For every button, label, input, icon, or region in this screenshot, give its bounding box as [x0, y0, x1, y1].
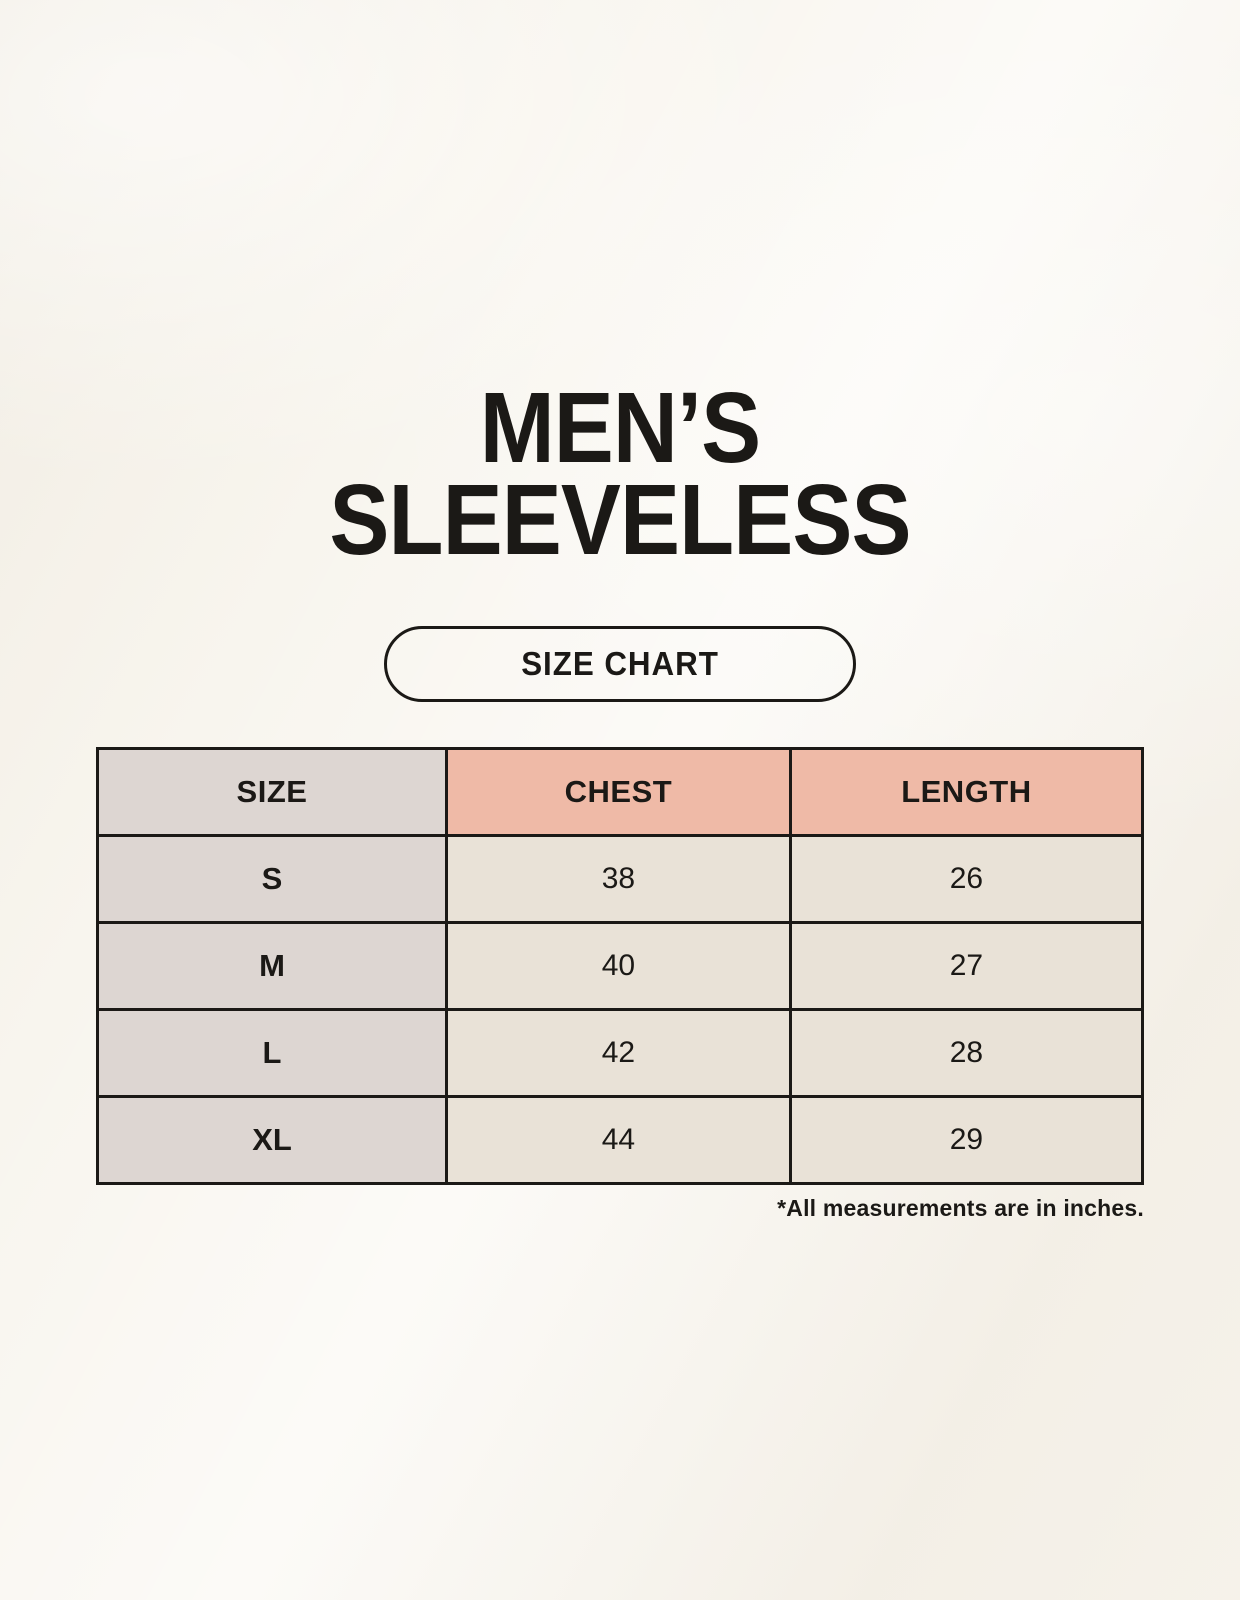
- title-line-2: SLEEVELESS: [329, 464, 911, 576]
- size-cell: XL: [95, 1095, 449, 1185]
- table-row: L 42 28: [95, 1008, 1145, 1098]
- size-cell: S: [95, 834, 449, 924]
- column-header-size: SIZE: [95, 747, 449, 837]
- table-row: XL 44 29: [95, 1095, 1145, 1185]
- size-chart-button[interactable]: SIZE CHART: [384, 626, 856, 702]
- table-row: M 40 27: [95, 921, 1145, 1011]
- chest-cell: 38: [445, 834, 792, 924]
- table-header-row: SIZE CHEST LENGTH: [95, 747, 1145, 837]
- measurements-footnote: *All measurements are in inches.: [777, 1195, 1144, 1221]
- table-row: S 38 26: [95, 834, 1145, 924]
- chest-cell: 44: [445, 1095, 792, 1185]
- size-chart-button-label: SIZE CHART: [521, 645, 719, 682]
- chest-cell: 42: [445, 1008, 792, 1098]
- size-table: SIZE CHEST LENGTH S 38 26 M 40 27 L 42 2…: [95, 747, 1145, 1185]
- length-cell: 26: [788, 834, 1145, 924]
- size-cell: L: [95, 1008, 449, 1098]
- column-header-chest: CHEST: [445, 747, 792, 837]
- page-title: MEN’S SLEEVELESS: [0, 0, 1240, 576]
- column-header-length: LENGTH: [788, 747, 1145, 837]
- length-cell: 28: [788, 1008, 1145, 1098]
- title-line-1: MEN’S: [479, 372, 761, 484]
- length-cell: 29: [788, 1095, 1145, 1185]
- length-cell: 27: [788, 921, 1145, 1011]
- size-cell: M: [95, 921, 449, 1011]
- chest-cell: 40: [445, 921, 792, 1011]
